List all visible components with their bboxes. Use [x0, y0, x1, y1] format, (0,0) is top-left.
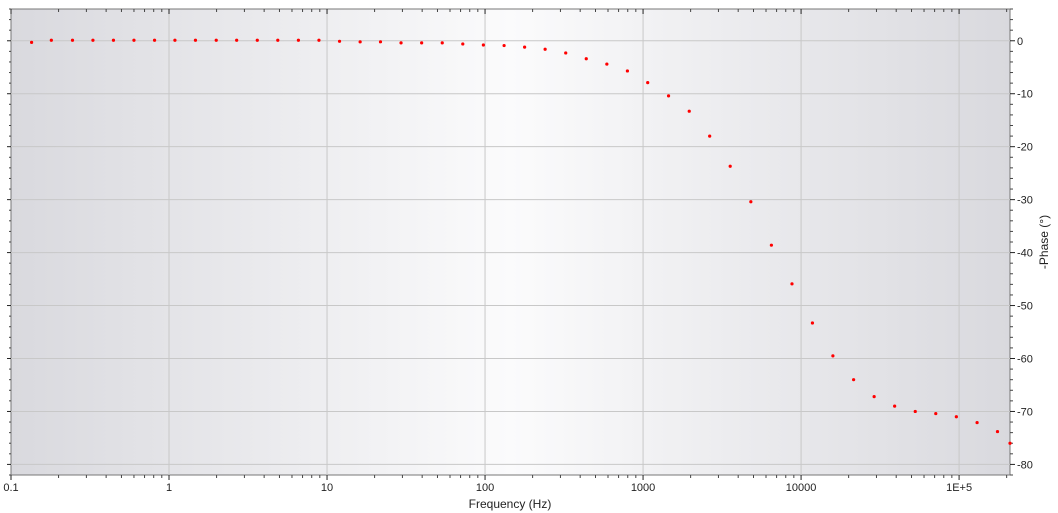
data-point: [687, 109, 691, 113]
x-axis-title: Frequency (Hz): [469, 497, 552, 511]
data-point: [49, 38, 53, 42]
data-point: [111, 38, 116, 42]
data-point: [399, 41, 403, 45]
x-tick-label: 1000: [631, 482, 655, 494]
x-tick-label: 1E+5: [946, 482, 972, 494]
data-point: [1008, 441, 1012, 445]
data-point: [872, 395, 876, 399]
data-point: [276, 38, 280, 42]
data-point: [481, 43, 485, 47]
data-point: [646, 81, 650, 85]
data-point: [749, 200, 753, 204]
data-point: [502, 43, 506, 48]
data-point: [893, 404, 897, 408]
data-point: [337, 39, 342, 43]
data-point: [523, 45, 527, 49]
y-tick-label: -60: [1017, 354, 1033, 366]
data-point: [605, 62, 609, 66]
y-tick-label: -20: [1017, 142, 1033, 154]
y-tick-label: -30: [1017, 195, 1033, 207]
data-point: [358, 40, 362, 44]
data-point: [913, 409, 917, 414]
plot-area: [10, 8, 1011, 476]
data-point: [152, 38, 157, 42]
data-point: [954, 415, 958, 419]
data-point: [29, 40, 34, 44]
x-tick-labels: 0.1 1 10 100 1000 10000 1E+5: [3, 482, 972, 494]
data-point: [810, 321, 815, 325]
y-tick-label: -80: [1017, 459, 1033, 471]
y-tick-label: -10: [1017, 89, 1033, 101]
x-tick-label: 1: [166, 482, 172, 494]
data-point: [831, 354, 835, 358]
y-tick-label: -70: [1017, 406, 1033, 418]
data-point: [173, 38, 177, 42]
data-point: [132, 38, 136, 42]
x-tick-label: 0.1: [3, 482, 18, 494]
x-tick-label: 10000: [786, 482, 817, 494]
data-point: [255, 38, 259, 42]
data-point: [975, 420, 979, 425]
data-point: [70, 38, 75, 42]
data-point: [790, 282, 794, 286]
data-point: [625, 69, 629, 73]
data-point: [728, 164, 732, 168]
data-point: [708, 134, 712, 138]
data-point: [666, 94, 671, 98]
data-point: [440, 41, 444, 45]
y-tick-label: 0: [1017, 36, 1023, 48]
data-point: [543, 47, 547, 51]
y-tick-label: -40: [1017, 248, 1033, 260]
data-point: [214, 38, 218, 42]
data-point: [995, 429, 1000, 434]
x-tick-label: 100: [476, 482, 494, 494]
axis-ticks: [7, 8, 1015, 480]
data-point: [852, 378, 856, 382]
y-axis-title: -Phase (°): [1037, 215, 1051, 269]
y-tick-label: -50: [1017, 301, 1033, 313]
data-point: [193, 38, 198, 42]
data-point: [769, 243, 774, 247]
data-point: [420, 41, 424, 45]
data-point: [378, 40, 383, 44]
data-points: [29, 38, 1012, 445]
x-tick-label: 10: [321, 482, 333, 494]
data-point: [461, 42, 465, 46]
data-point: [91, 38, 95, 42]
data-point: [584, 57, 588, 61]
data-point: [235, 38, 239, 42]
data-point: [564, 51, 568, 55]
data-point: [317, 38, 321, 42]
data-point: [296, 38, 301, 42]
grid: [11, 9, 1010, 475]
data-point: [934, 411, 938, 416]
y-tick-labels: 0 -10 -20 -30 -40 -50 -60 -70 -80: [1017, 36, 1033, 472]
